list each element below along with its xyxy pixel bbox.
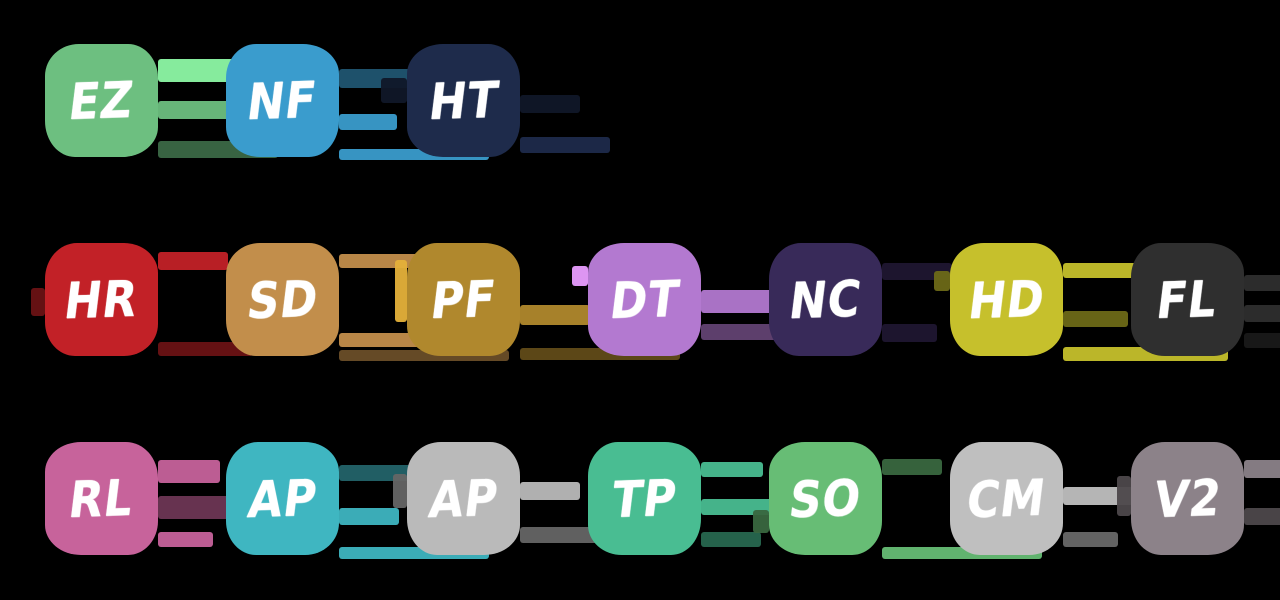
color-smear-artifact — [158, 532, 213, 547]
color-smear-artifact — [882, 324, 937, 342]
badge-nf-r1c2[interactable]: NF — [226, 44, 489, 160]
badge-grid: EZ NF HT HR SD PF DT NC HD FL RL AP AP TP SO CM V2 — [31, 44, 1280, 559]
color-smear-artifact — [158, 460, 220, 483]
color-smear-artifact — [572, 266, 588, 286]
color-smear-artifact — [1063, 311, 1128, 327]
badge-face: DT — [588, 243, 701, 356]
badge-hr-r2c1[interactable]: HR — [31, 243, 253, 356]
color-smear-artifact — [339, 149, 489, 160]
color-smear-artifact — [520, 482, 580, 500]
badge-label: DT — [606, 269, 683, 330]
badge-label: NC — [786, 269, 865, 330]
badge-face: NC — [769, 243, 882, 356]
color-smear-artifact — [934, 271, 950, 291]
badge-face: AP — [226, 442, 339, 555]
badge-label: PF — [427, 269, 500, 330]
color-smear-artifact — [1063, 532, 1118, 547]
badge-face: HT — [407, 44, 520, 157]
badge-ap-r3c3[interactable]: AP — [393, 442, 600, 555]
color-smear-artifact — [520, 305, 590, 325]
badge-face: AP — [407, 442, 520, 555]
color-smear-artifact — [1063, 263, 1143, 278]
badge-face: HD — [950, 243, 1063, 356]
badge-label: FL — [1153, 269, 1222, 330]
color-smear-artifact — [1244, 460, 1280, 478]
color-smear-artifact — [158, 252, 228, 270]
badge-hd-r2c6[interactable]: HD — [934, 243, 1228, 361]
color-smear-artifact — [158, 59, 236, 82]
color-smear-artifact — [701, 324, 791, 340]
color-smear-artifact — [882, 459, 942, 475]
badge-label: V2 — [1150, 468, 1225, 529]
color-smear-artifact — [393, 474, 407, 508]
color-smear-artifact — [158, 342, 253, 356]
color-smear-artifact — [339, 508, 399, 525]
badge-face: HR — [45, 243, 158, 356]
badge-label: EZ — [65, 70, 138, 131]
badge-ht-r1c3[interactable]: HT — [381, 44, 610, 157]
badge-face: NF — [226, 44, 339, 157]
badge-v2-r3c7[interactable]: V2 — [1117, 442, 1280, 555]
badge-dt-r2c4[interactable]: DT — [572, 243, 791, 356]
color-smear-artifact — [701, 462, 763, 477]
color-smear-artifact — [381, 78, 407, 103]
color-smear-artifact — [1244, 275, 1280, 291]
badge-label: RL — [65, 468, 138, 529]
color-smear-artifact — [1244, 305, 1280, 322]
color-smear-artifact — [1244, 333, 1280, 348]
color-smear-artifact — [158, 101, 230, 119]
badge-tp-r3c4[interactable]: TP — [588, 442, 779, 555]
color-smear-artifact — [753, 510, 769, 533]
badge-label: SD — [243, 269, 322, 330]
badge-ap-r3c2[interactable]: AP — [226, 442, 489, 559]
badge-rl-r3c1[interactable]: RL — [45, 442, 243, 555]
badge-face: FL — [1131, 243, 1244, 356]
color-smear-artifact — [520, 137, 610, 153]
badge-face: EZ — [45, 44, 158, 157]
badge-face: RL — [45, 442, 158, 555]
color-smear-artifact — [520, 95, 580, 113]
color-smear-artifact — [395, 260, 407, 322]
badge-label: CM — [963, 468, 1050, 529]
badge-face: SD — [226, 243, 339, 356]
badge-ez-r1c1[interactable]: EZ — [45, 44, 278, 158]
badge-label: AP — [425, 468, 502, 529]
color-smear-artifact — [1244, 508, 1280, 525]
badge-so-r3c5[interactable]: SO — [753, 442, 1042, 559]
badge-label: SO — [786, 468, 865, 529]
badge-face: CM — [950, 442, 1063, 555]
badge-label: NF — [244, 70, 321, 131]
badge-cm-r3c6[interactable]: CM — [950, 442, 1133, 555]
color-smear-artifact — [1063, 487, 1133, 505]
badge-label: HD — [965, 269, 1048, 330]
color-smear-artifact — [701, 532, 761, 547]
badge-label: HT — [425, 70, 502, 131]
color-smear-artifact — [520, 527, 600, 543]
color-smear-artifact — [158, 496, 243, 519]
badge-face: TP — [588, 442, 701, 555]
badge-face: V2 — [1131, 442, 1244, 555]
badge-nc-r2c5[interactable]: NC — [769, 243, 952, 356]
color-smear-artifact — [339, 350, 509, 361]
badge-label: AP — [244, 468, 321, 529]
badge-face: PF — [407, 243, 520, 356]
badge-fl-r2c7[interactable]: FL — [1131, 243, 1280, 356]
badge-sd-r2c2[interactable]: SD — [226, 243, 509, 361]
color-smear-artifact — [31, 288, 45, 316]
badge-label: TP — [608, 468, 681, 529]
badge-label: HR — [61, 269, 142, 330]
color-smear-artifact — [701, 290, 776, 313]
badge-face: SO — [769, 442, 882, 555]
color-smear-artifact — [1117, 476, 1131, 516]
badge-pf-r2c3[interactable]: PF — [395, 243, 680, 360]
color-smear-artifact — [339, 114, 397, 130]
